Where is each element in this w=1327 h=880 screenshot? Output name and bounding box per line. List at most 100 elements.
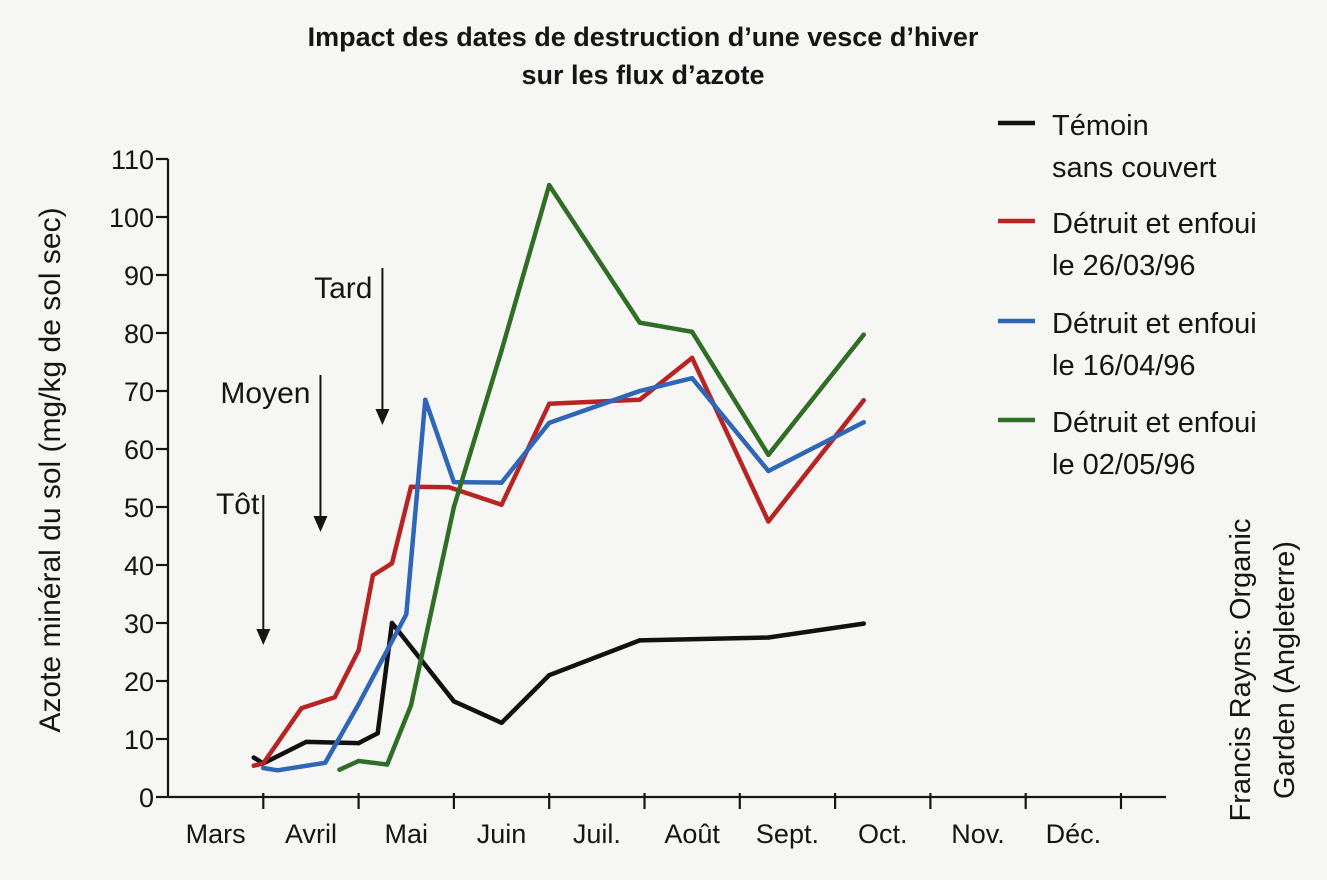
y-axis-label: Azote minéral du sol (mg/kg de sol sec) [34,207,67,732]
annotation-label: Tard [314,272,372,305]
data-point [451,479,457,485]
x-tick-label: Avril [285,819,337,849]
series-line [251,620,866,766]
data-point [637,638,642,643]
data-point [332,695,337,700]
data-point [423,397,428,402]
data-point [861,398,866,403]
y-tick-label: 60 [124,435,154,465]
series-line [261,375,866,773]
data-point [451,699,457,704]
chart-subtitle: sur les flux d’azote [521,60,764,90]
x-tick-label: Août [664,819,720,849]
data-point [637,388,642,394]
data-point [370,573,376,578]
x-tick-label: Juil. [573,819,621,849]
data-point [404,612,409,617]
data-point [356,758,361,764]
data-point [303,739,309,745]
y-tick-label: 80 [124,319,154,349]
data-point [499,502,504,507]
y-tick-label: 50 [124,493,154,523]
data-point [408,703,414,708]
data-point [766,519,771,524]
x-tick-label: Juin [477,819,527,849]
y-tick-label: 20 [124,667,154,697]
data-point [408,484,414,489]
y-tick-label: 110 [111,145,154,175]
data-point [389,620,395,626]
y-tick-label: 0 [139,783,154,813]
series-lines [251,182,866,773]
data-point [637,320,642,325]
legend-label: Détruit et enfoui [1052,208,1257,240]
data-point [499,720,504,725]
annotation-label: Tôt [216,488,260,521]
credit-line-2: Garden (Angleterre) [1269,541,1301,799]
data-point [547,182,552,188]
x-tick-label: Nov. [951,819,1005,849]
data-point [689,376,695,381]
data-point [547,401,552,406]
y-tick-label: 100 [109,203,154,233]
annotation-label: Moyen [220,377,310,410]
x-tick-label: Déc. [1046,819,1102,849]
data-point [547,420,552,426]
data-point [389,561,395,566]
y-tick-label: 90 [124,261,154,291]
data-point [323,760,328,765]
x-tick-label: Mai [384,819,428,849]
data-point [356,740,361,746]
data-point [689,329,695,335]
legend-label: le 16/04/96 [1052,350,1196,382]
series-group [251,355,866,768]
legend: Témoin sans couvert Détruit et enfoui le 26… [998,110,1257,481]
legend-item: Détruit et enfoui le 02/05/96 [998,407,1257,481]
data-point [547,673,552,678]
arrow-annotations: Tôt Moyen Tard [216,268,390,645]
legend-label: sans couvert [1052,152,1216,184]
chart-title: Impact des dates de destruction d’une ve… [308,22,979,52]
data-point [861,621,866,626]
series-group [251,620,866,766]
data-point [499,348,504,353]
data-point [251,755,256,760]
data-point [261,765,266,771]
legend-label: le 26/03/96 [1052,250,1196,282]
y-tick-label: 30 [124,609,154,639]
data-point [766,452,771,457]
legend-item: Détruit et enfoui le 26/03/96 [998,208,1257,282]
data-point [637,397,642,402]
credit-line-1: Francis Rayns: Organic [1225,519,1257,822]
credit: Francis Rayns: Organic Garden (Angleterr… [1225,519,1301,822]
data-point [499,480,504,485]
data-point [261,761,266,766]
data-point [861,332,866,337]
x-tick-label: Mars [186,819,246,849]
y-tick-label: 40 [124,551,154,581]
legend-label: le 02/05/96 [1052,449,1196,481]
data-point [766,468,771,474]
data-point [375,731,380,736]
legend-label: Détruit et enfoui [1052,407,1257,439]
legend-label: Témoin [1052,110,1149,142]
data-point [384,762,390,767]
data-point [337,767,342,772]
data-point [275,768,280,773]
series-group [337,182,866,772]
data-point [356,702,361,707]
y-tick-label: 10 [124,725,154,755]
data-point [251,763,256,768]
data-point [689,355,695,361]
data-point [766,635,771,640]
legend-label: Détruit et enfoui [1052,308,1257,340]
y-tick-label: 70 [124,377,154,407]
axes: 0 10 20 30 40 50 60 70 80 90 100 110 Mars Avril Mai Jui… [109,145,1166,849]
data-point [356,648,361,653]
annotation-arrow-head [375,409,390,425]
x-tick-label: Sept. [756,819,819,849]
data-point [451,504,457,510]
data-point [861,420,866,425]
data-point [446,485,452,490]
series-group [261,375,866,773]
